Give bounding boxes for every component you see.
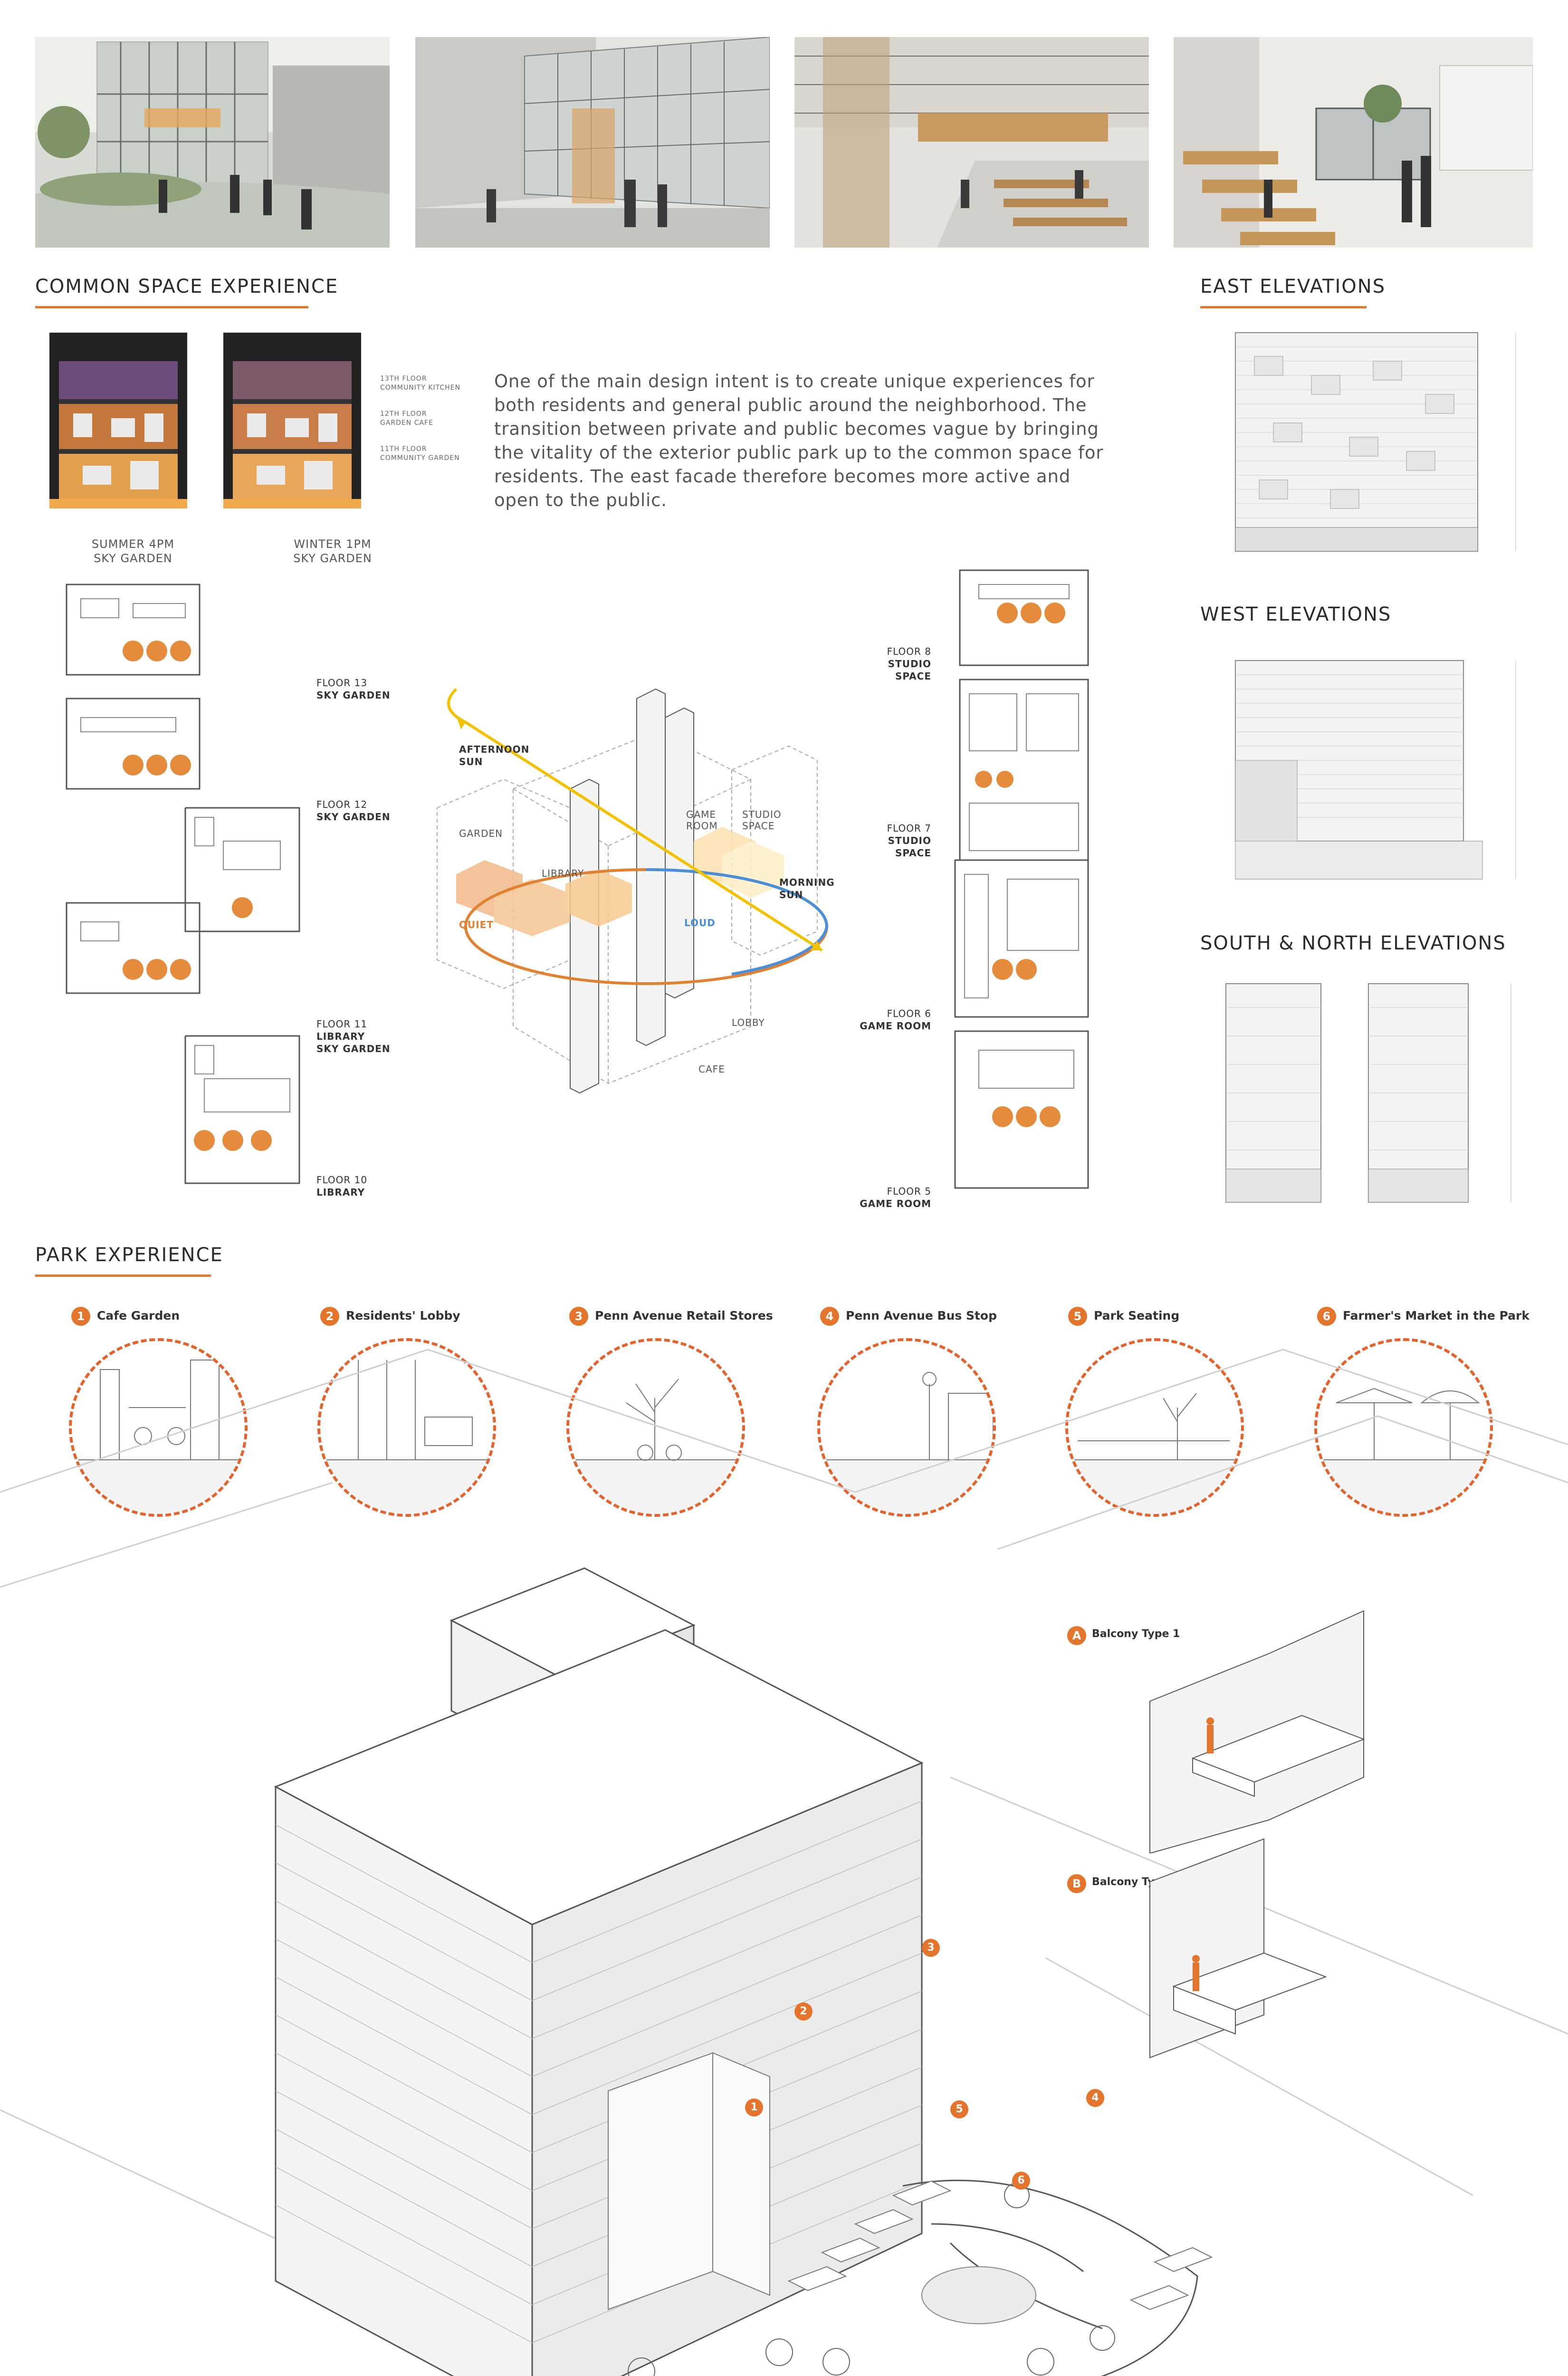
floor-label-6: FLOOR 6 GAME ROOM — [860, 1008, 931, 1032]
floor-tag-list: 13TH FLOOR COMMUNITY KITCHEN 12TH FLOOR … — [380, 375, 461, 462]
floor-label-5: FLOOR 5 GAME ROOM — [860, 1186, 931, 1209]
floor-label-11: FLOOR 11 LIBRARY SKY GARDEN — [316, 1018, 391, 1054]
floor-label-7: FLOOR 7 STUDIO SPACE — [887, 823, 931, 859]
south-north-elevation-drawing — [1216, 979, 1530, 1207]
site-marker-3: 3 — [922, 1939, 940, 1957]
park-label-6: Farmer's Market in the Park — [1343, 1309, 1530, 1322]
section-rule — [1200, 306, 1367, 308]
floor-plans-right — [950, 565, 1098, 1202]
label-afternoon-sun: AFTERNOON SUN — [459, 744, 530, 767]
site-marker-1: 1 — [745, 2098, 763, 2117]
site-marker-6: 6 — [1012, 2172, 1030, 2190]
site-marker-4: 4 — [1086, 2089, 1104, 2107]
label-loud: LOUD — [684, 917, 716, 929]
floor-label-10: FLOOR 10 LIBRARY — [316, 1174, 368, 1198]
label-quiet: QUIET — [459, 919, 494, 930]
section-title-east: EAST ELEVATIONS — [1200, 276, 1386, 297]
floor-label-12: FLOOR 12 SKY GARDEN — [316, 799, 391, 823]
floor-plans-left — [62, 580, 318, 1207]
park-badge-4: 4 — [820, 1307, 839, 1326]
label-studio: STUDIO SPACE — [742, 809, 782, 832]
site-marker-5: 5 — [950, 2100, 968, 2118]
park-label-3: Penn Avenue Retail Stores — [595, 1309, 773, 1322]
section-cut-summer — [49, 333, 187, 508]
label-morning-sun: MORNING SUN — [779, 877, 835, 901]
site-marker-2: 2 — [794, 2002, 813, 2021]
balcony-type-1-drawing — [1145, 1606, 1368, 1854]
west-elevation-drawing — [1231, 656, 1530, 884]
intro-paragraph: One of the main design intent is to crea… — [494, 371, 1104, 510]
balcony-type-2-drawing — [1145, 1834, 1364, 2072]
park-badge-1: 1 — [71, 1307, 90, 1326]
park-label-2: Residents' Lobby — [346, 1309, 460, 1322]
caption-summer: SUMMER 4PM SKY GARDEN — [91, 537, 175, 565]
park-badge-5: 5 — [1068, 1307, 1087, 1326]
section-rule — [35, 306, 308, 308]
park-badge-3: 3 — [569, 1307, 588, 1326]
render-lobby-exterior — [415, 37, 770, 248]
label-game-room: GAME ROOM — [686, 809, 718, 832]
label-lobby: LOBBY — [732, 1017, 765, 1028]
section-title-common-space: COMMON SPACE EXPERIENCE — [35, 276, 339, 297]
render-interior-atrium — [794, 37, 1149, 248]
balcony-badge-a: A — [1067, 1626, 1086, 1645]
render-studio-interior — [1174, 37, 1533, 248]
caption-winter: WINTER 1PM SKY GARDEN — [293, 537, 372, 565]
site-axonometric-drawing — [0, 1293, 1568, 2376]
balcony-label-a: Balcony Type 1 — [1092, 1628, 1180, 1640]
park-label-1: Cafe Garden — [97, 1309, 180, 1322]
section-title-park: PARK EXPERIENCE — [35, 1244, 223, 1266]
section-title-south-north: SOUTH & NORTH ELEVATIONS — [1200, 932, 1506, 954]
render-cafe-garden — [35, 37, 390, 248]
section-rule — [35, 1274, 211, 1277]
park-label-5: Park Seating — [1094, 1309, 1180, 1322]
park-label-4: Penn Avenue Bus Stop — [846, 1309, 997, 1322]
label-library: LIBRARY — [542, 868, 584, 879]
east-elevation-drawing — [1216, 328, 1530, 556]
label-garden: GARDEN — [459, 828, 503, 839]
balcony-badge-b: B — [1067, 1874, 1086, 1893]
park-badge-6: 6 — [1317, 1307, 1336, 1326]
label-cafe: CAFE — [698, 1063, 725, 1075]
section-cut-winter — [223, 333, 361, 508]
axonometric-diagram — [409, 665, 884, 1140]
park-badge-2: 2 — [320, 1307, 339, 1326]
floor-label-13: FLOOR 13 SKY GARDEN — [316, 677, 391, 701]
floor-label-8: FLOOR 8 STUDIO SPACE — [887, 646, 931, 682]
section-title-west: WEST ELEVATIONS — [1200, 604, 1392, 625]
